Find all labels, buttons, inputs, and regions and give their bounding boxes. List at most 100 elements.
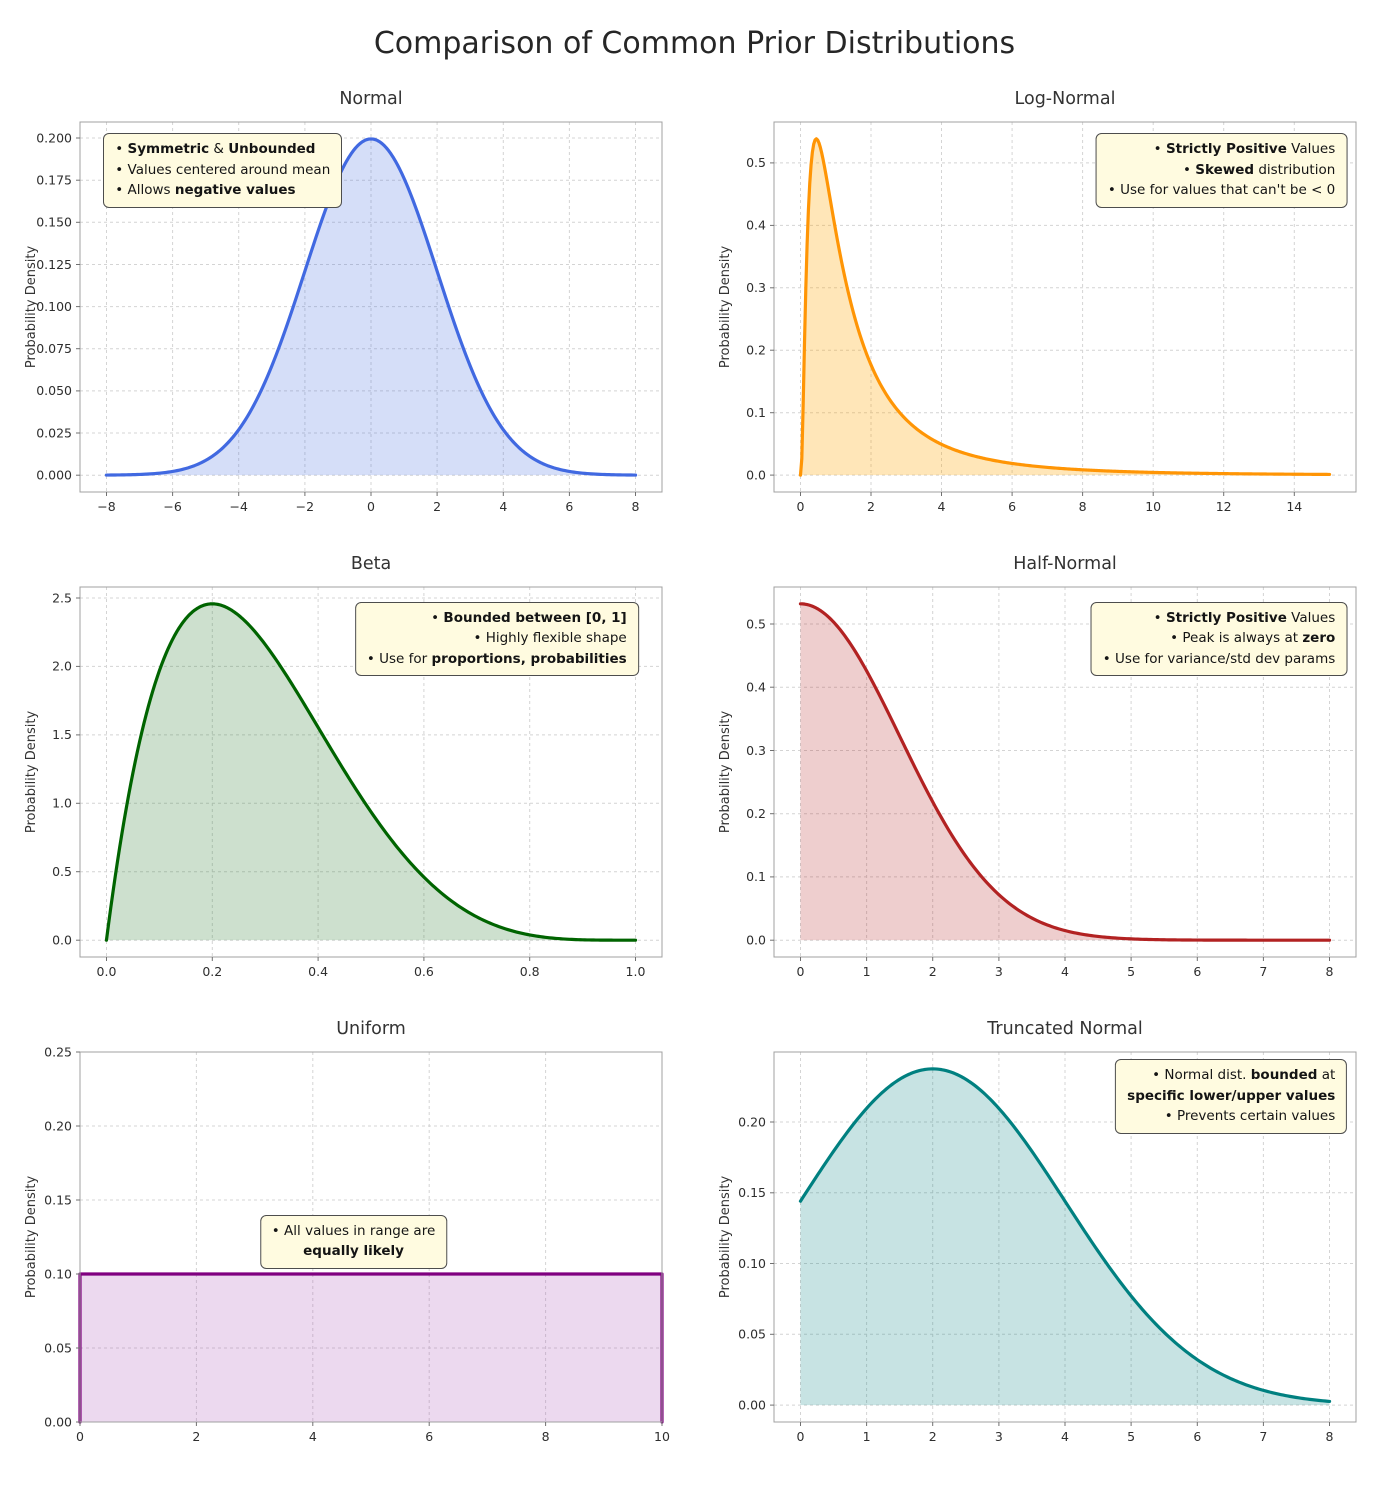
annotation-line: • Strictly Positive Values [1153,609,1336,626]
svg-text:0.4: 0.4 [746,218,766,233]
svg-text:4: 4 [309,1429,317,1444]
svg-text:7: 7 [1259,1429,1267,1444]
curve [798,602,1332,942]
annotation-line: • Normal dist. bounded at [1152,1067,1336,1084]
svg-text:14: 14 [1286,499,1302,514]
svg-text:1.5: 1.5 [52,727,72,742]
svg-text:0.4: 0.4 [746,680,766,695]
svg-text:0: 0 [367,499,375,514]
annotation-line: • Strictly Positive Values [1153,141,1336,158]
svg-text:12: 12 [1216,499,1232,514]
annotation-box-normal: • Symmetric & Unbounded • Values centered… [103,133,343,208]
svg-text:2.5: 2.5 [52,590,72,605]
svg-text:0.15: 0.15 [738,1185,766,1200]
annotation-line: • Use for variance/std dev params [1102,650,1336,667]
svg-text:1: 1 [863,964,871,979]
curve-fill [800,1068,1330,1406]
chart-canvas-beta: 0.0 0.2 0.4 0.6 0.8 1.0 0.0 0.5 1.0 1.5 2.0 2.5 [52,586,663,979]
svg-text:0.05: 0.05 [44,1340,72,1355]
annotation-line: • Use for proportions, probabilities [366,650,627,667]
svg-text:0: 0 [797,1429,805,1444]
svg-text:0.000: 0.000 [36,468,72,483]
svg-text:4: 4 [499,499,507,514]
svg-text:2: 2 [192,1429,200,1444]
annotation-line: • Values centered around mean [115,161,331,178]
plot-area-truncnorm: Probability Density 0 1 2 3 4 5 6 7 8 0.00 0.05 0.1… [710,1042,1370,1458]
annotation-box-uniform: • All values in range are equally likely [259,1214,448,1269]
annotation-line: • Prevents certain values [1164,1108,1336,1125]
svg-text:0.3: 0.3 [746,743,766,758]
svg-text:2.0: 2.0 [52,659,72,674]
svg-text:0.1: 0.1 [746,869,766,884]
svg-text:6: 6 [1193,964,1201,979]
chart-canvas-uniform: 0 2 4 6 8 10 0.00 0.05 0.10 0.15 0.20 0.25 [44,1044,670,1444]
svg-text:0.20: 0.20 [44,1118,72,1133]
annotation-line: specific lower/upper values [1127,1087,1336,1104]
svg-text:8: 8 [542,1429,550,1444]
subplot-beta: Beta Probability Density 0.0 0.2 0.4 0.6 0.8… [0,546,694,999]
svg-text:0: 0 [797,964,805,979]
svg-text:0.5: 0.5 [746,616,766,631]
svg-text:−4: −4 [229,499,247,514]
svg-text:6: 6 [1008,499,1016,514]
svg-text:4: 4 [1061,964,1069,979]
svg-text:−6: −6 [163,499,181,514]
svg-text:0.0: 0.0 [52,933,72,948]
plot-area-lognormal: Probability Density 0 2 4 6 8 10 12 14 0.0 0.1 0.2… [710,112,1370,528]
svg-text:0.025: 0.025 [36,425,72,440]
chart-title-beta: Beta [350,554,392,574]
svg-text:6: 6 [565,499,573,514]
svg-text:0.0: 0.0 [746,467,766,482]
svg-text:10: 10 [654,1429,670,1444]
chart-title-lognormal: Log-Normal [1014,89,1116,109]
annotation-line: • Allows negative values [115,182,296,199]
tick-labels: 0.0 0.2 0.4 0.6 0.8 1.0 0.0 0.5 1.0 1.5 2.0 2.5 [52,590,645,979]
svg-text:0.1: 0.1 [746,405,766,420]
svg-text:0.2: 0.2 [746,806,766,821]
chart-title-truncnorm: Truncated Normal [987,1019,1143,1039]
tick-labels: 0 2 4 6 8 10 12 14 0.0 0.1 0.2 0.3 0.4 0.5 [746,155,1302,514]
svg-text:4: 4 [1061,1429,1069,1444]
annotation-box-lognormal: • Strictly Positive Values • Skewed distr… [1095,133,1348,208]
svg-text:0.8: 0.8 [520,964,540,979]
svg-text:0.00: 0.00 [738,1397,766,1412]
annotation-line: • Highly flexible shape [473,630,627,647]
annotation-box-beta: • Bounded between [0, 1] • Highly flexibl… [354,601,639,677]
curve [104,602,638,942]
curve [104,137,638,477]
svg-text:8: 8 [1326,964,1334,979]
subplot-normal: Normal Probability Density −8 −6 −4 −2 0 2 4 6 8… [0,81,694,534]
tick-labels: −8 −6 −4 −2 0 2 4 6 8 0.000 0.025 0.050 0.075 0.100 0.… [36,130,639,514]
curve-fill [106,138,636,476]
curve-fill [106,603,636,941]
annotation-line: • Skewed distribution [1182,161,1336,178]
plot-area-beta: Probability Density 0.0 0.2 0.4 0.6 0.8 1.0 0.… [16,577,676,993]
svg-text:0.0: 0.0 [97,964,117,979]
axes-spine [773,121,1357,493]
subplot-lognormal: Log-Normal Probability Density 0 2 4 6 8 10 12… [694,81,1388,534]
svg-text:3: 3 [995,964,1003,979]
svg-text:3: 3 [995,1429,1003,1444]
svg-text:10: 10 [1145,499,1161,514]
svg-text:0.20: 0.20 [738,1114,766,1129]
curve [798,137,1332,477]
tick-marks [770,162,1295,496]
svg-text:0.4: 0.4 [308,964,328,979]
curve-fill [800,603,1330,941]
annotation-line: • Symmetric & Unbounded [115,141,316,158]
svg-text:2: 2 [929,1429,937,1444]
page-title: Comparison of Common Prior Distributions [373,26,1016,61]
svg-text:0.175: 0.175 [36,173,72,188]
annotation-line: • Bounded between [0, 1] [431,609,627,626]
svg-text:0.5: 0.5 [746,155,766,170]
svg-text:0.15: 0.15 [44,1192,72,1207]
svg-text:0: 0 [76,1429,84,1444]
svg-text:0.00: 0.00 [44,1414,72,1429]
svg-text:8: 8 [1326,1429,1334,1444]
tick-marks [770,1121,1330,1426]
svg-text:0.3: 0.3 [746,280,766,295]
curve [798,1067,1332,1404]
svg-text:0.05: 0.05 [738,1327,766,1342]
